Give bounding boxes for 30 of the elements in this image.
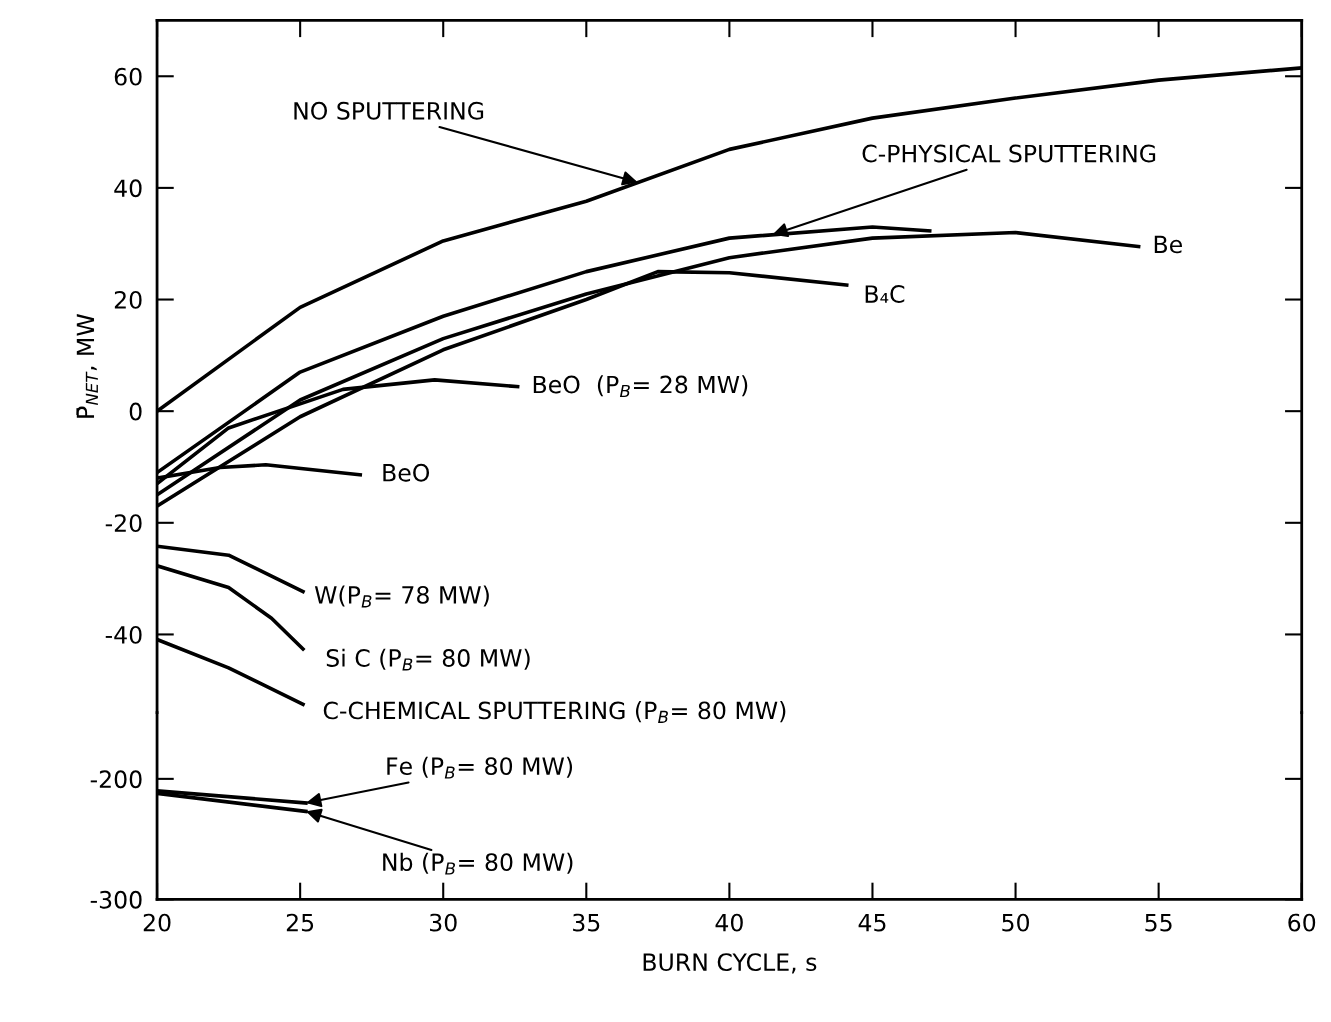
y-tick-label: -200 bbox=[90, 770, 142, 789]
y-tick-label: 60 bbox=[114, 67, 142, 86]
y-tick-label: 20 bbox=[114, 290, 142, 309]
x-tick-label: 45 bbox=[858, 913, 886, 932]
x-tick-label: 55 bbox=[1145, 913, 1172, 932]
y-tick-label: -20 bbox=[105, 514, 142, 533]
annotation: Si C (P$_{B}$= 80 MW) bbox=[326, 648, 530, 671]
annotation: Be bbox=[1154, 235, 1182, 254]
annotation: BeO (P$_{B}$= 28 MW) bbox=[533, 375, 748, 397]
x-tick-label: 20 bbox=[143, 913, 171, 932]
annotation: B₄C bbox=[865, 285, 905, 303]
y-tick-label: 0 bbox=[129, 402, 142, 421]
x-tick-label: 40 bbox=[715, 913, 743, 932]
y-axis-title: P̄$_{NET}$, MW bbox=[76, 314, 98, 418]
annotation: C-PHYSICAL SPUTTERING bbox=[862, 144, 1156, 163]
y-tick-label: -40 bbox=[105, 625, 142, 644]
annotation: Nb (P$_{B}$= 80 MW) bbox=[383, 852, 573, 875]
annotation: W(P$_{B}$= 78 MW) bbox=[314, 585, 489, 608]
x-tick-label: 25 bbox=[286, 913, 314, 932]
y-tick-label: -300 bbox=[90, 890, 142, 909]
x-axis-title: BURN CYCLE, s bbox=[643, 953, 817, 974]
annotation: NO SPUTTERING bbox=[294, 101, 484, 120]
annotation: C-CHEMICAL SPUTTERING (P$_{B}$= 80 MW) bbox=[323, 701, 786, 723]
x-tick-label: 60 bbox=[1288, 913, 1316, 932]
x-tick-label: 30 bbox=[430, 913, 457, 932]
annotation: BeO bbox=[383, 463, 430, 482]
x-tick-label: 50 bbox=[1002, 913, 1030, 932]
annotation: Fe (P$_{B}$= 80 MW) bbox=[387, 756, 573, 779]
x-tick-label: 35 bbox=[573, 913, 600, 932]
y-tick-label: 40 bbox=[114, 179, 142, 198]
